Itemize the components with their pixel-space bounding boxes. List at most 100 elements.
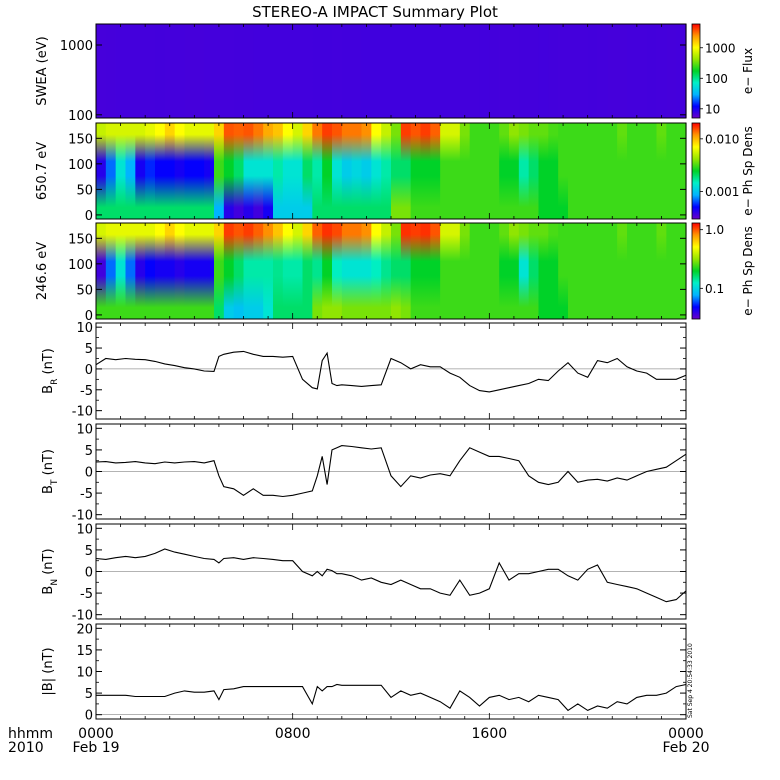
heatmap-column [410, 123, 422, 219]
heatmap-column [263, 223, 274, 319]
heatmap-column [135, 24, 146, 118]
heatmap-column [636, 223, 648, 319]
heatmap-column [479, 123, 490, 219]
heatmap-column [509, 223, 520, 319]
heatmap-column [263, 24, 274, 118]
heatmap-column [479, 223, 490, 319]
heatmap-column [253, 123, 264, 219]
heatmap-column [548, 123, 559, 219]
heatmap-column [676, 223, 687, 319]
heatmap-column [214, 123, 225, 219]
heatmap-column [577, 123, 589, 219]
heatmap-column [568, 24, 579, 118]
panel-6: |B| (nT) 0 5 10 15 20 [41, 622, 687, 724]
heatmap-column [646, 223, 658, 319]
heatmap-column [135, 223, 146, 319]
y-axis-label: |B| (nT) [41, 647, 56, 695]
y-tick-label: 5 [85, 687, 93, 702]
heatmap-column [656, 123, 667, 219]
heatmap-column [135, 123, 146, 219]
heatmap-column [577, 24, 589, 118]
heatmap-column [332, 123, 343, 219]
y-tick-label: 150 [68, 232, 93, 247]
heatmap-column [282, 223, 294, 319]
heatmap-column [548, 24, 559, 118]
heatmap-column [627, 123, 638, 219]
heatmap-column [351, 123, 363, 219]
heatmap-column [440, 223, 451, 319]
heatmap-column [489, 223, 500, 319]
heatmap-column [223, 24, 235, 118]
y-axis-label: BT (nT) [41, 449, 60, 494]
heatmap-column [597, 123, 608, 219]
heatmap-column [420, 123, 431, 219]
heatmap-column [371, 123, 382, 219]
heatmap-column [607, 24, 618, 118]
heatmap-column [351, 24, 363, 118]
y-tick-label: 100 [68, 258, 93, 273]
heatmap-column [656, 223, 667, 319]
heatmap-column [194, 123, 205, 219]
y-axis-label: 246.6 eV [35, 242, 50, 300]
y-tick-label: 10 [76, 522, 93, 537]
heatmap-column [538, 123, 549, 219]
heatmap-column [627, 24, 638, 118]
heatmap-column [302, 123, 313, 219]
heatmap-column [243, 24, 254, 118]
heatmap-column [214, 24, 225, 118]
panel-frame [95, 623, 687, 720]
heatmap-column [587, 223, 599, 319]
heatmap-2 [96, 223, 687, 319]
heatmap-column [312, 223, 323, 319]
heatmap-column [509, 24, 520, 118]
heatmap-column [96, 24, 107, 118]
heatmap-column [371, 24, 382, 118]
y-tick-label: -10 [72, 405, 93, 420]
y-tick-label: 20 [76, 622, 93, 637]
heatmap-column [273, 223, 284, 319]
heatmap-column [155, 223, 166, 319]
heatmap-column [400, 223, 412, 319]
heatmap-column [96, 123, 107, 219]
heatmap-column [115, 123, 127, 219]
heatmap-column [528, 223, 540, 319]
heatmap-column [381, 223, 392, 319]
heatmap-column [469, 223, 481, 319]
heatmap-column [184, 123, 195, 219]
y-tick-label: 0 [85, 566, 93, 581]
heatmap-column [420, 24, 431, 118]
heatmap-column [125, 123, 136, 219]
heatmap-column [617, 123, 628, 219]
y-tick-label: 0 [85, 709, 93, 724]
heatmap-column [292, 223, 304, 319]
heatmap-column [174, 24, 186, 118]
heatmap-column [341, 223, 353, 319]
colorbar-1 [691, 122, 701, 220]
y-tick-label: 0 [85, 466, 93, 481]
panel-frame [95, 322, 687, 420]
heatmap-column [312, 123, 323, 219]
heatmap-column [597, 223, 608, 319]
heatmap-column [341, 24, 353, 118]
heatmap-column [469, 24, 481, 118]
y-tick-label: 50 [76, 283, 93, 298]
heatmap-column [587, 123, 599, 219]
heatmap-column [351, 223, 363, 319]
heatmap-column [450, 223, 461, 319]
heatmap-column [164, 223, 176, 319]
y-tick-label: 5 [85, 342, 93, 357]
heatmap-column [450, 123, 461, 219]
heatmap-column [469, 123, 481, 219]
y-axis-label: 650.7 eV [35, 142, 50, 200]
heatmap-column [282, 24, 294, 118]
heatmap-column [273, 123, 284, 219]
colorbar-tick-label: 0.1 [705, 282, 724, 296]
heatmap-column [459, 24, 471, 118]
heatmap-column [332, 24, 343, 118]
heatmap-column [391, 223, 402, 319]
heatmap-column [145, 223, 156, 319]
plot-title: STEREO-A IMPACT Summary Plot [252, 3, 498, 21]
panel-2: 0.1 1.0 e− Ph Sp Dens 246.6 eV 0 50 100 150 [35, 222, 755, 324]
heatmap-column [115, 223, 127, 319]
heatmap-column [322, 123, 333, 219]
